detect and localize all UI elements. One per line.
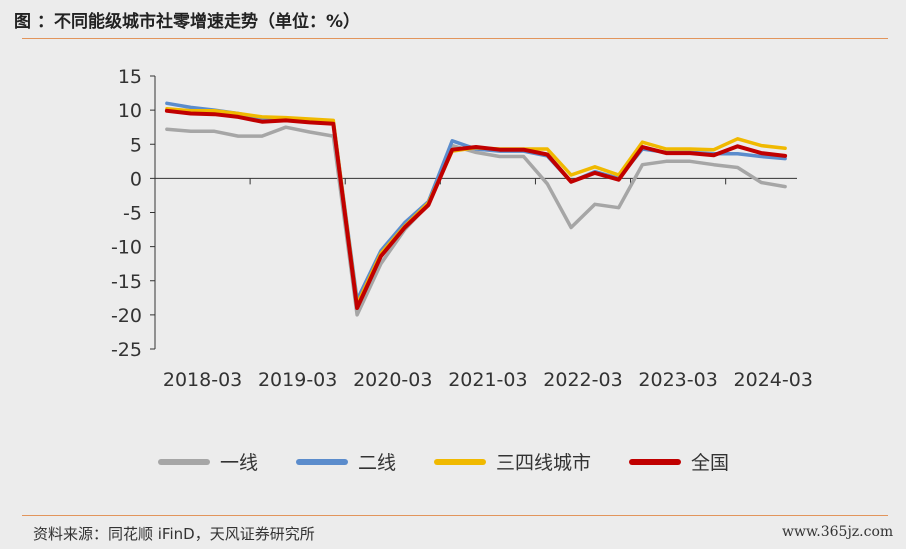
x-tick-label: 2024-03 bbox=[734, 369, 813, 391]
y-tick-label: 5 bbox=[130, 134, 142, 156]
watermark: www.365jz.com bbox=[782, 524, 894, 540]
source-note: 资料来源：同花顺 iFinD，天风证券研究所 bbox=[33, 525, 315, 543]
x-tick-label: 2018-03 bbox=[163, 369, 242, 391]
series-line-1 bbox=[165, 125, 787, 317]
x-tick-label: 2020-03 bbox=[353, 369, 432, 391]
legend-label: 二线 bbox=[358, 452, 397, 474]
series-line-4 bbox=[164, 108, 788, 310]
y-tick-label: 15 bbox=[118, 66, 142, 88]
legend-item: 全国 bbox=[629, 448, 729, 475]
x-tick-label: 2023-03 bbox=[638, 369, 717, 391]
chart-series bbox=[164, 101, 788, 317]
legend-item: 一线 bbox=[158, 448, 258, 475]
y-tick-label: 0 bbox=[130, 168, 142, 190]
figure-title-text: ：不同能级城市社零增速走势（单位：%） bbox=[37, 12, 361, 32]
line-chart: 15 10 5 0 -5 -10 -15 -20 -25 2018-03 2019-03 2020-0… bbox=[111, 66, 813, 391]
y-tick-label: -25 bbox=[111, 339, 142, 361]
y-tick-label: -10 bbox=[111, 237, 142, 259]
legend-swatch bbox=[434, 458, 487, 465]
series-line-3 bbox=[165, 107, 787, 307]
legend-label: 一线 bbox=[220, 452, 259, 474]
y-tick-label: 10 bbox=[118, 100, 142, 122]
legend-label: 三四线城市 bbox=[496, 452, 592, 474]
x-tick-label: 2019-03 bbox=[258, 369, 337, 391]
chart-axes bbox=[150, 75, 797, 350]
figure-title: 图 ：不同能级城市社零增速走势（单位：%） bbox=[14, 7, 360, 32]
x-tick-label: 2022-03 bbox=[543, 369, 622, 391]
chart-tick-labels: 15 10 5 0 -5 -10 -15 -20 -25 2018-03 2019-03 2020-0… bbox=[111, 66, 813, 391]
series-line-2 bbox=[165, 101, 787, 302]
legend-swatch bbox=[296, 458, 349, 465]
legend-label: 全国 bbox=[691, 452, 730, 474]
y-tick-label: -20 bbox=[111, 305, 142, 327]
figure-label: 图 bbox=[14, 12, 31, 32]
legend-item: 三四线城市 bbox=[434, 448, 591, 475]
y-tick-label: -5 bbox=[123, 203, 142, 225]
footer-rule bbox=[22, 515, 888, 516]
header-rule bbox=[22, 38, 888, 39]
legend-item: 二线 bbox=[296, 448, 396, 475]
legend-swatch bbox=[158, 458, 210, 465]
legend-swatch bbox=[629, 458, 682, 465]
x-tick-label: 2021-03 bbox=[448, 369, 527, 391]
y-tick-label: -15 bbox=[111, 271, 142, 293]
chart-legend: 一线 二线 三四线城市 全国 bbox=[158, 448, 767, 475]
